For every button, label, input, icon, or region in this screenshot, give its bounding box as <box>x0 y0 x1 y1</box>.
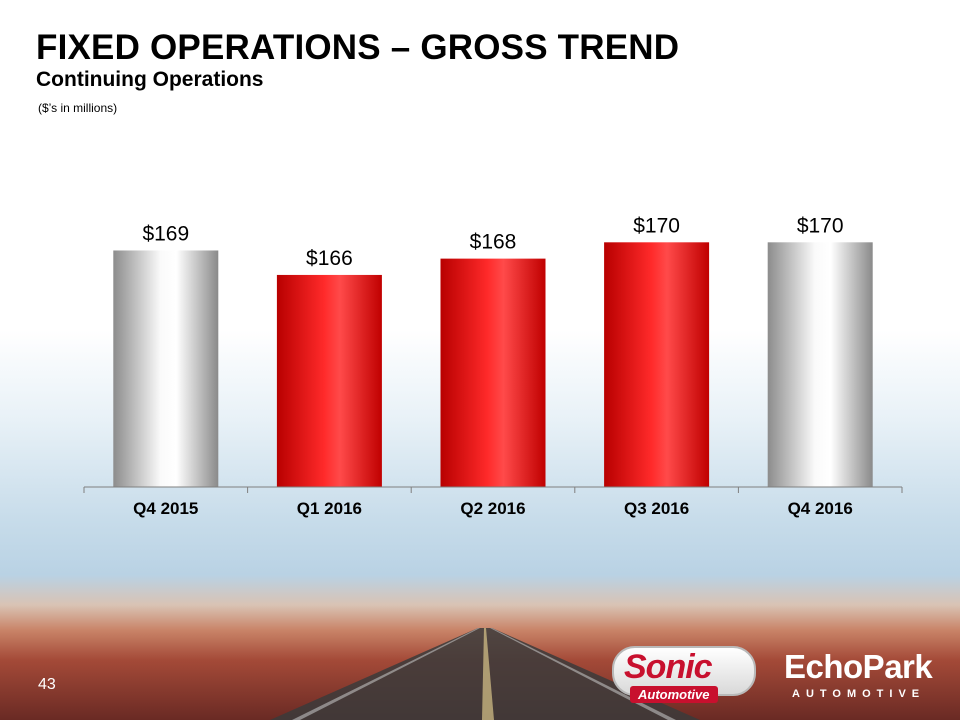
bar-q3-2016 <box>604 242 710 487</box>
page-number: 43 <box>38 676 56 693</box>
bar-q4-2016 <box>767 242 873 487</box>
x-tick-label: Q4 2015 <box>133 499 198 518</box>
slide-title: FIXED OPERATIONS – GROSS TREND <box>36 28 680 67</box>
sonic-automotive-logo: Sonic Automotive <box>612 646 756 716</box>
bar-q4-2015 <box>113 250 219 487</box>
bar-q2-2016 <box>440 258 546 487</box>
x-tick-label: Q1 2016 <box>297 499 362 518</box>
slide-subtitle: Continuing Operations <box>36 68 264 91</box>
data-label: $170 <box>797 214 844 237</box>
units-note: ($’s in millions) <box>38 101 118 115</box>
bar-q1-2016 <box>276 274 382 487</box>
x-tick-label: Q3 2016 <box>624 499 689 518</box>
data-label: $168 <box>470 231 517 254</box>
x-tick-label: Q2 2016 <box>460 499 525 518</box>
data-label: $169 <box>142 222 189 245</box>
x-tick-label: Q4 2016 <box>788 499 853 518</box>
data-label: $170 <box>633 214 680 237</box>
echopark-automotive-logo: EchoPark AUTOMOTIVE <box>784 648 933 700</box>
data-label: $166 <box>306 247 353 270</box>
